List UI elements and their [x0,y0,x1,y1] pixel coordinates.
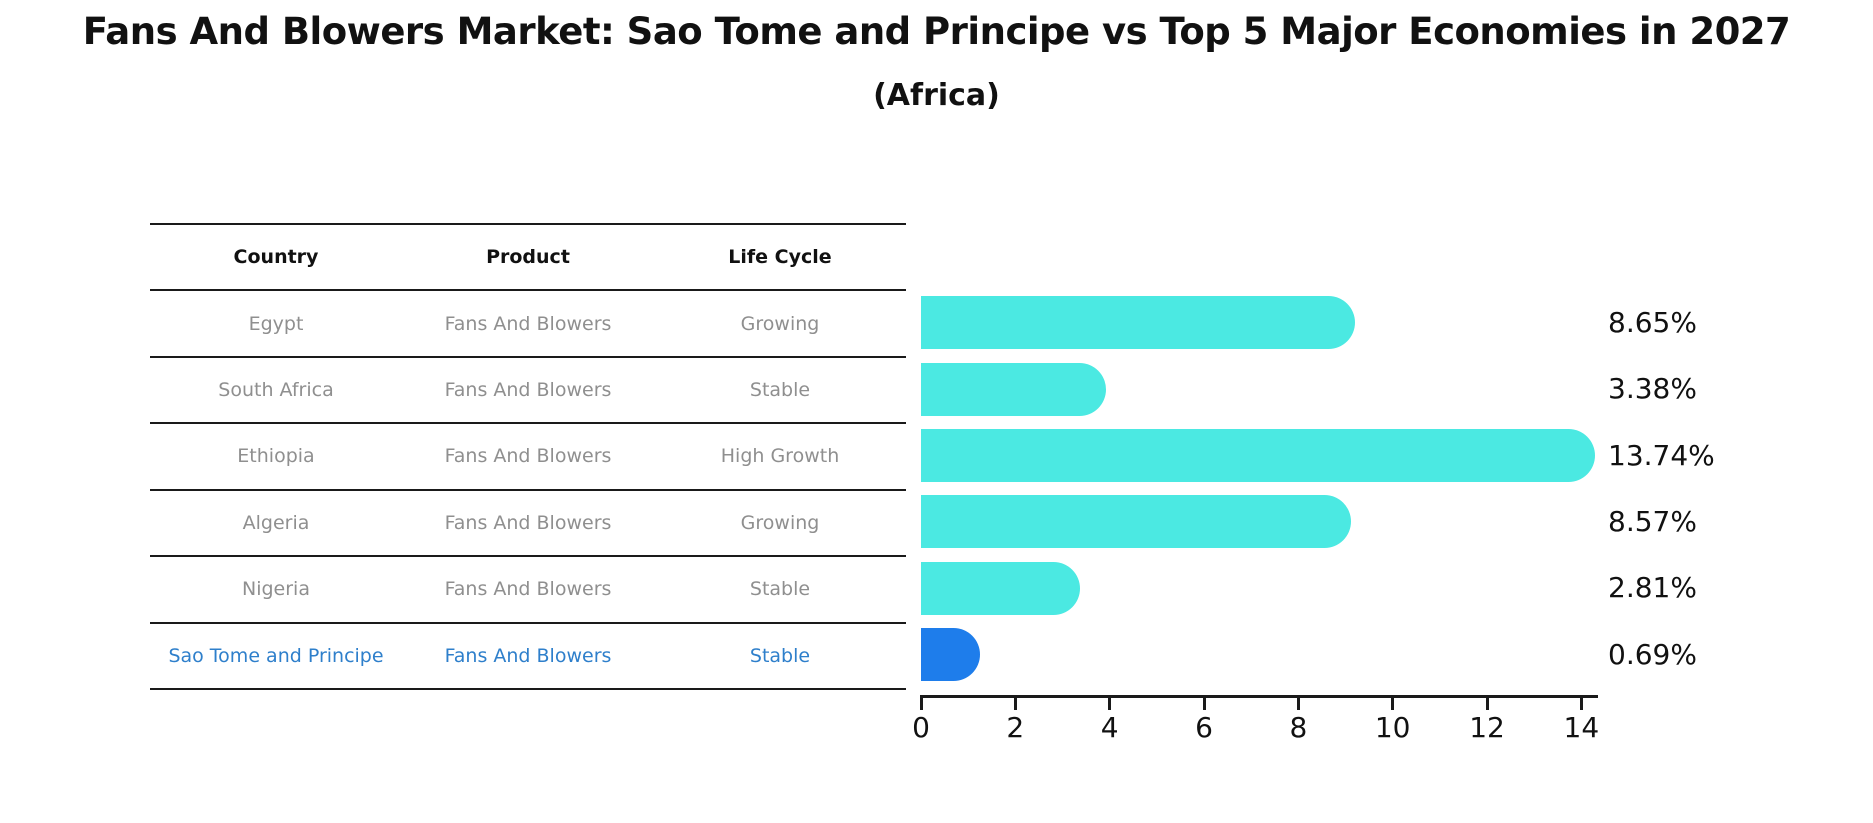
x-tick-label: 6 [1195,711,1213,744]
table-row: Nigeria Fans And Blowers Stable [150,557,906,624]
cell-life-cycle: Stable [749,379,811,402]
header-product: Product [486,246,570,269]
x-tick-label: 14 [1563,711,1600,744]
cell-life-cycle: Stable [749,644,811,667]
bar-ethiopia [921,429,1596,482]
x-tick-mark [1202,697,1206,710]
chart-subtitle: (Africa) [873,78,1000,113]
table-row: Ethiopia Fans And Blowers High Growth [150,424,906,491]
x-tick-label: 0 [912,711,930,744]
cell-country: Sao Tome and Principe [168,644,384,667]
bar-egypt [921,296,1356,350]
bar-sao-tome-and-principe [921,628,980,682]
x-tick-mark [919,697,923,710]
x-tick-label: 2 [1006,711,1025,744]
cell-country: Ethiopia [237,445,315,468]
cell-country: Nigeria [242,578,310,601]
value-label: 8.65% [1608,305,1697,339]
cell-product: Fans And Blowers [444,312,612,335]
x-tick-label: 10 [1374,711,1411,744]
table-row: Egypt Fans And Blowers Growing [150,291,906,358]
cell-life-cycle: Stable [749,578,811,601]
cell-country: Egypt [248,312,304,335]
value-label: 0.69% [1608,637,1697,671]
cell-life-cycle: High Growth [720,445,840,468]
x-tick-mark [1579,697,1583,710]
header-country: Country [233,246,319,269]
bar-nigeria [921,561,1080,615]
bar-south-africa [921,362,1107,416]
cell-life-cycle: Growing [740,312,820,335]
value-label: 2.81% [1608,571,1697,605]
x-tick-label: 8 [1289,711,1308,744]
cell-product: Fans And Blowers [444,445,612,468]
value-label: 3.38% [1608,372,1697,406]
market-table: Country Product Life Cycle Egypt Fans And… [150,223,906,690]
x-tick-mark [1013,697,1017,710]
chart-title: Fans And Blowers Market: Sao Tome and Pr… [82,10,1791,53]
x-tick-mark [1108,697,1112,710]
x-tick-label: 12 [1469,711,1505,744]
cell-product: Fans And Blowers [444,644,612,667]
value-label: 13.74% [1608,438,1715,472]
cell-country: Algeria [242,511,310,534]
header-life-cycle: Life Cycle [728,246,832,269]
table-row: Algeria Fans And Blowers Growing [150,491,906,558]
x-tick-mark [1485,697,1489,710]
cell-life-cycle: Growing [740,511,820,534]
table-row: Sao Tome and Principe Fans And Blowers Sta… [150,624,906,690]
cell-country: South Africa [218,379,334,402]
x-tick-mark [1391,697,1395,710]
x-tick-mark [1296,697,1300,710]
table-row: South Africa Fans And Blowers Stable [150,358,906,425]
cell-product: Fans And Blowers [444,578,612,601]
x-axis-line [920,695,1598,698]
x-tick-label: 4 [1100,711,1119,744]
value-label: 8.57% [1608,504,1697,538]
cell-product: Fans And Blowers [444,511,612,534]
bar-algeria [921,495,1352,549]
cell-product: Fans And Blowers [444,379,612,402]
table-header-row: Country Product Life Cycle [150,225,906,292]
